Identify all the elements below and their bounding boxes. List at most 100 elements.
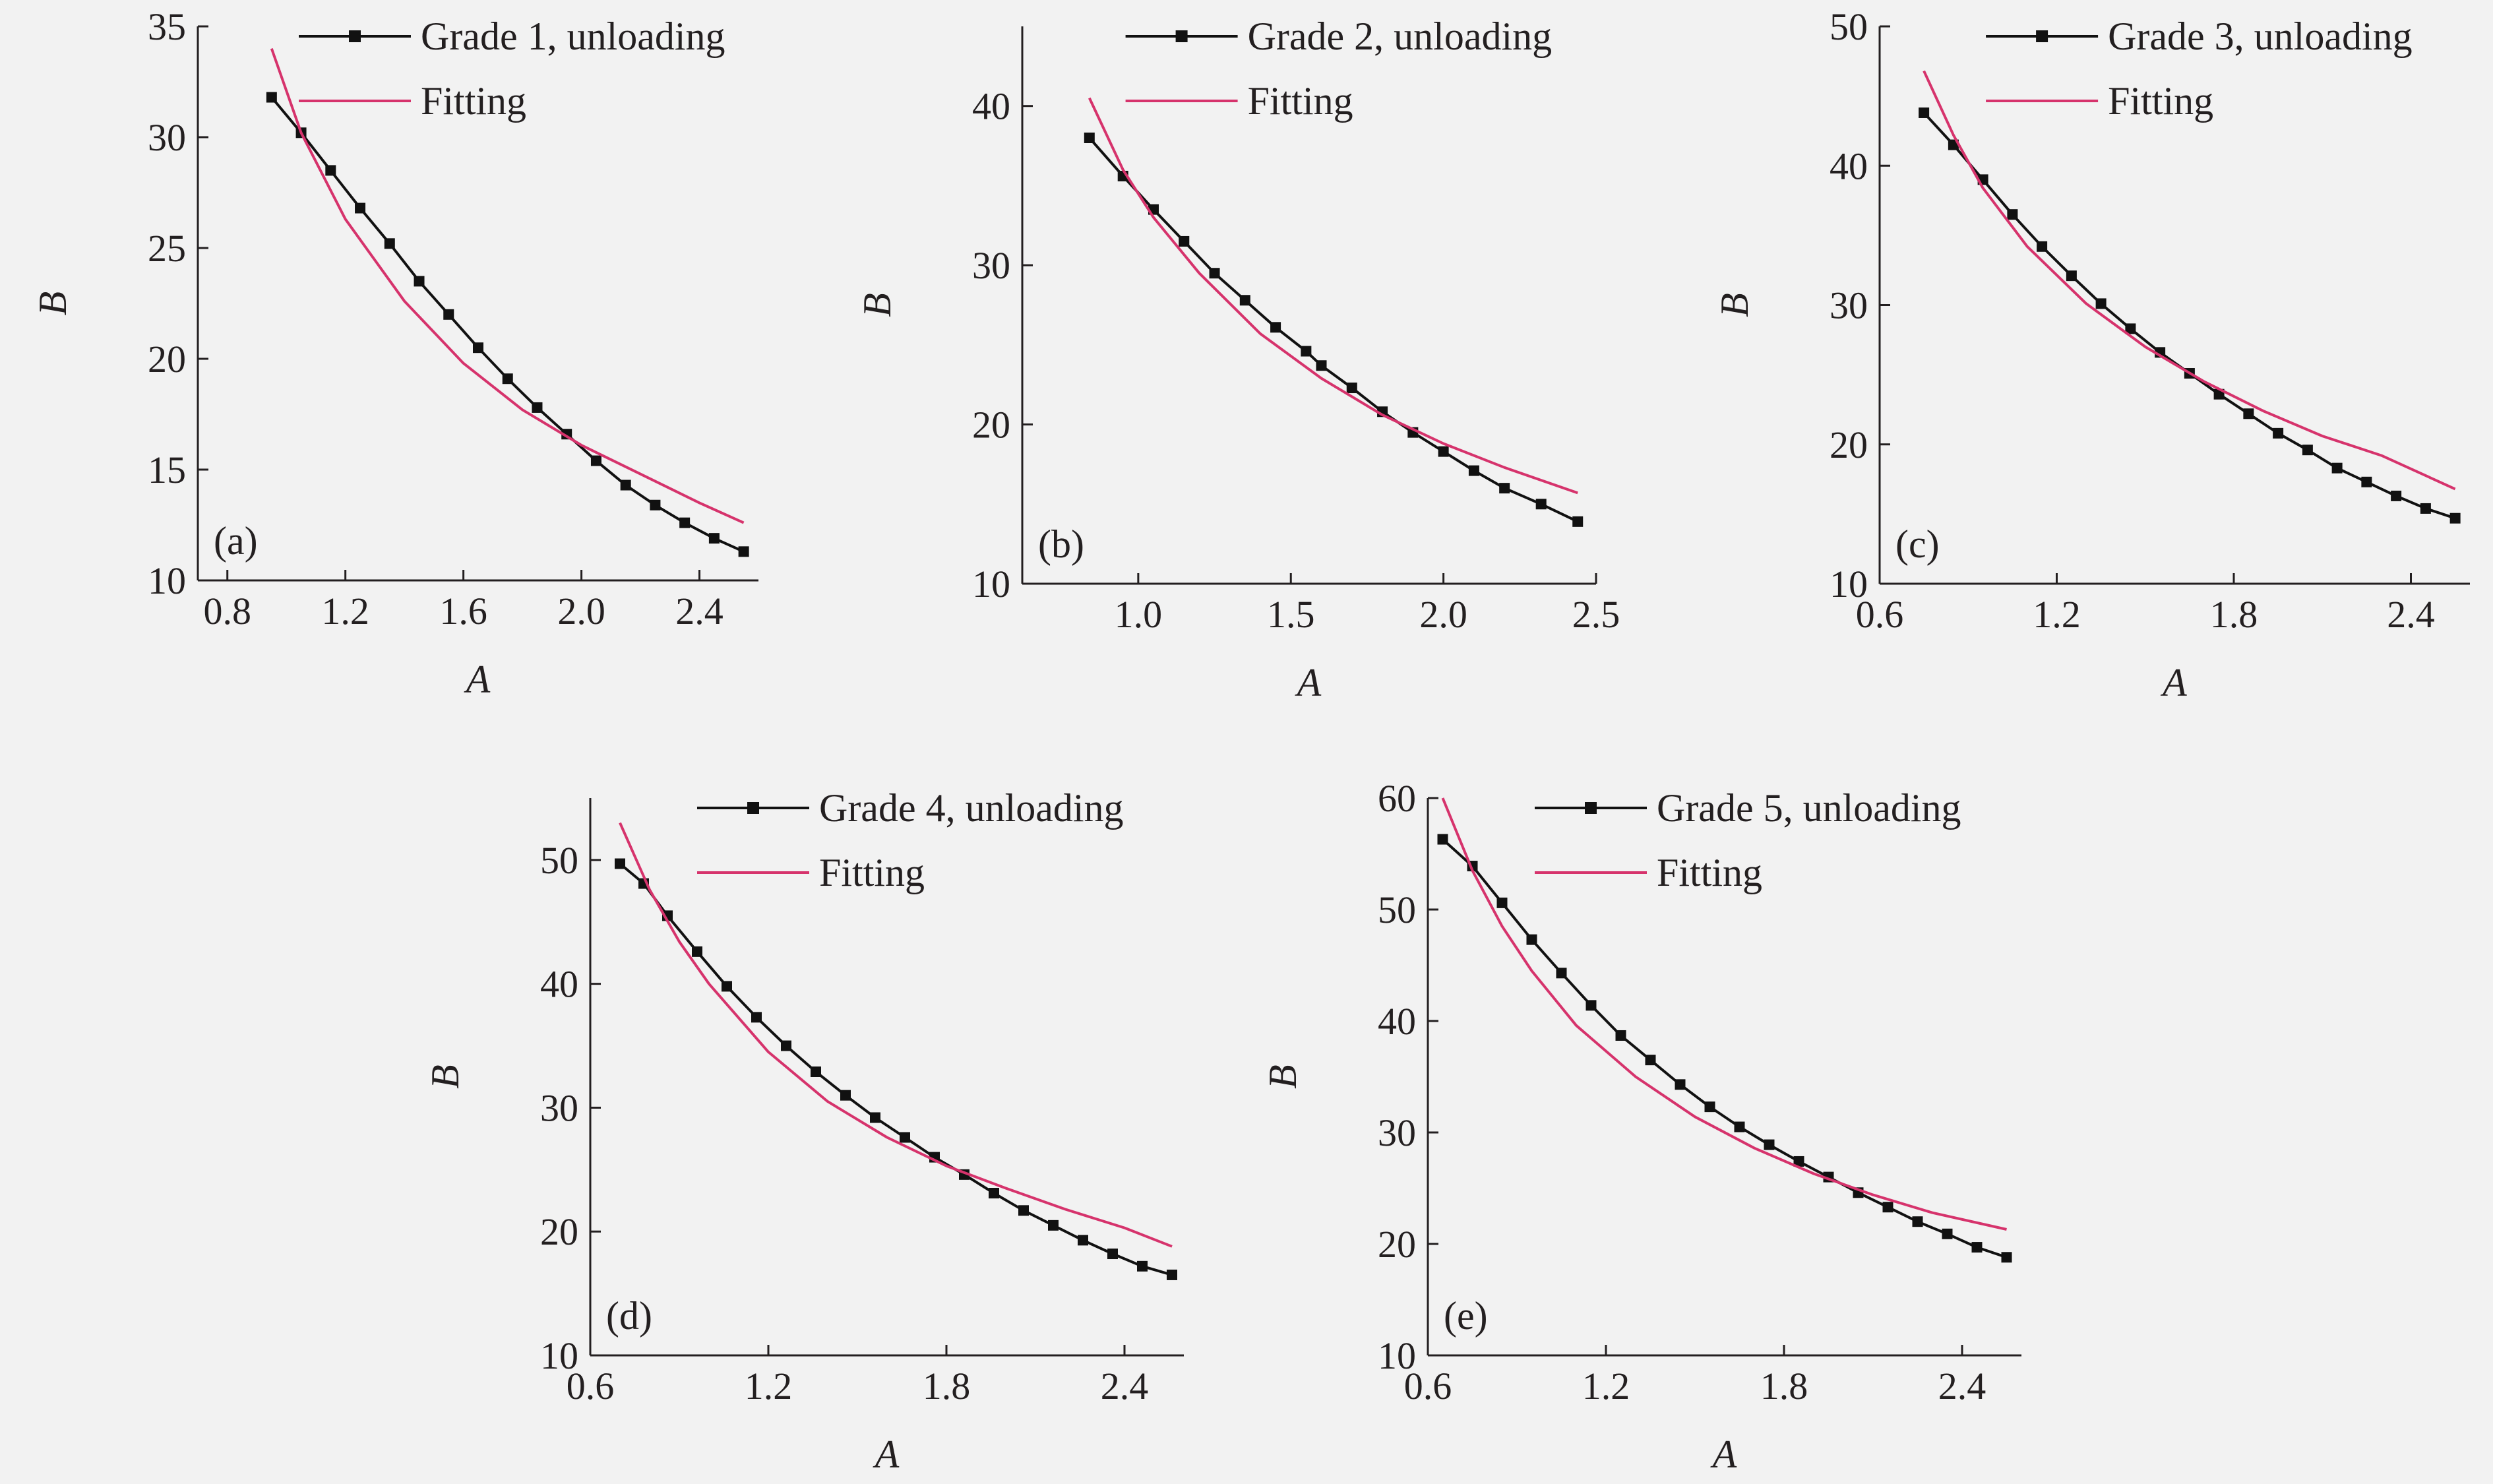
data-point	[1734, 1121, 1745, 1132]
data-point	[1764, 1139, 1775, 1150]
data-point	[1585, 1000, 1597, 1011]
y-tick-label: 30	[1830, 284, 1868, 327]
data-point	[722, 981, 732, 992]
x-tick-label: 1.8	[2210, 593, 2258, 636]
legend-label-data: Grade 3, unloading	[2108, 15, 2413, 58]
data-point	[2420, 503, 2431, 514]
legend-label-fitting: Fitting	[1657, 851, 1762, 894]
legend: Grade 5, unloading Fitting	[1535, 786, 1961, 894]
y-tick-label: 30	[148, 116, 186, 159]
legend-label-data: Grade 2, unloading	[1248, 15, 1553, 58]
x-tick-label: 1.8	[923, 1365, 971, 1407]
data-point	[1499, 483, 1510, 494]
x-tick-label: 2.4	[1101, 1365, 1149, 1407]
data-point	[502, 373, 513, 385]
data-point	[473, 342, 483, 354]
data-point	[443, 309, 454, 320]
x-tick-label: 1.5	[1267, 593, 1315, 636]
x-tick-label: 2.5	[1572, 593, 1620, 636]
x-tick-label: 2.4	[1938, 1365, 1986, 1407]
fitting-line	[619, 822, 1173, 1248]
legend-label-data: Grade 5, unloading	[1657, 786, 1961, 830]
legend-label-data: Grade 1, unloading	[421, 15, 725, 58]
series-line-grade-4	[619, 862, 1173, 1276]
data-point	[1535, 499, 1547, 510]
data-point	[811, 1066, 821, 1077]
data-point	[2095, 298, 2107, 309]
x-tick-label: 1.2	[2033, 593, 2081, 636]
data-point	[1438, 446, 1449, 457]
series-line-grade-5	[1442, 838, 2008, 1259]
data-point	[1971, 1242, 1983, 1253]
y-tick-label: 30	[540, 1086, 578, 1129]
series-line-grade-3	[1923, 111, 2456, 520]
x-tick-label: 1.0	[1115, 593, 1163, 636]
panel-label: (c)	[1895, 522, 1940, 566]
data-point	[615, 858, 625, 869]
legend-label-fitting: Fitting	[421, 79, 526, 123]
legend: Grade 2, unloading Fitting	[1125, 15, 1553, 123]
legend: Grade 4, unloading Fitting	[697, 786, 1124, 894]
y-tick-label: 40	[972, 85, 1010, 128]
x-axis-title: A	[1710, 1433, 1737, 1476]
legend-marker	[2036, 30, 2048, 42]
data-point	[2007, 209, 2018, 220]
data-point	[1468, 465, 1479, 476]
x-tick-label: 2.0	[557, 590, 605, 633]
data-point	[1346, 383, 1357, 394]
legend-marker	[1175, 30, 1188, 42]
y-tick-label: 20	[540, 1210, 578, 1253]
legend-marker	[747, 802, 759, 814]
x-tick-label: 2.4	[675, 590, 723, 633]
x-tick-label: 2.0	[1419, 593, 1467, 636]
data-point	[1301, 346, 1312, 357]
legend-marker	[1585, 802, 1597, 814]
x-tick-label: 1.8	[1760, 1365, 1808, 1407]
y-tick-label: 20	[1378, 1223, 1416, 1266]
data-point	[679, 517, 691, 528]
data-point	[1179, 235, 1190, 247]
data-point	[532, 402, 543, 413]
x-tick-label: 2.4	[2387, 593, 2435, 636]
data-point	[1137, 1260, 1148, 1272]
y-tick-label: 10	[1378, 1334, 1416, 1377]
x-tick-label: 1.2	[745, 1365, 793, 1407]
data-point	[2361, 476, 2372, 487]
y-tick-label: 40	[540, 963, 578, 1006]
data-point	[1572, 516, 1584, 527]
y-tick-label: 30	[1378, 1111, 1416, 1154]
y-axis-title: B	[1261, 1065, 1305, 1089]
panel-e: 10 20 30 40 50 60 0.6 1.2 1.8 2.4 A B Grade 5, unloa…	[1261, 777, 2021, 1476]
data-point	[1107, 1249, 1118, 1260]
y-axis-title: B	[855, 293, 899, 317]
data-point	[1239, 295, 1250, 306]
panel-label: (d)	[606, 1294, 652, 1338]
y-axis-title: B	[1713, 293, 1756, 317]
data-point	[325, 165, 336, 176]
y-tick-label: 30	[972, 244, 1010, 287]
data-point	[840, 1090, 851, 1101]
data-point	[2066, 270, 2077, 282]
data-point	[781, 1040, 791, 1051]
panel-d: 10 20 30 40 50 0.6 1.2 1.8 2.4 A B Grade 4, unloadi…	[423, 786, 1184, 1476]
data-point	[2302, 445, 2313, 456]
y-tick-label: 10	[972, 563, 1010, 605]
y-tick-label: 20	[972, 404, 1010, 447]
legend-label-fitting: Fitting	[819, 851, 925, 894]
x-tick-label: 0.6	[1856, 593, 1904, 636]
panel-label: (b)	[1038, 522, 1084, 566]
data-point	[692, 946, 702, 957]
data-point	[708, 533, 720, 544]
panel-label: (a)	[214, 519, 258, 563]
x-axis-title: A	[873, 1433, 900, 1476]
data-point	[1496, 897, 1508, 908]
data-point	[2273, 427, 2284, 439]
panel-c: 10 20 30 40 50 0.6 1.2 1.8 2.4 A B Grade 3, unloadi…	[1713, 5, 2470, 704]
data-point	[1078, 1235, 1088, 1246]
data-point	[1167, 1269, 1177, 1280]
data-point	[355, 202, 366, 214]
y-tick-label: 20	[1830, 423, 1868, 466]
data-point	[870, 1112, 880, 1123]
x-tick-label: 0.8	[203, 590, 251, 633]
